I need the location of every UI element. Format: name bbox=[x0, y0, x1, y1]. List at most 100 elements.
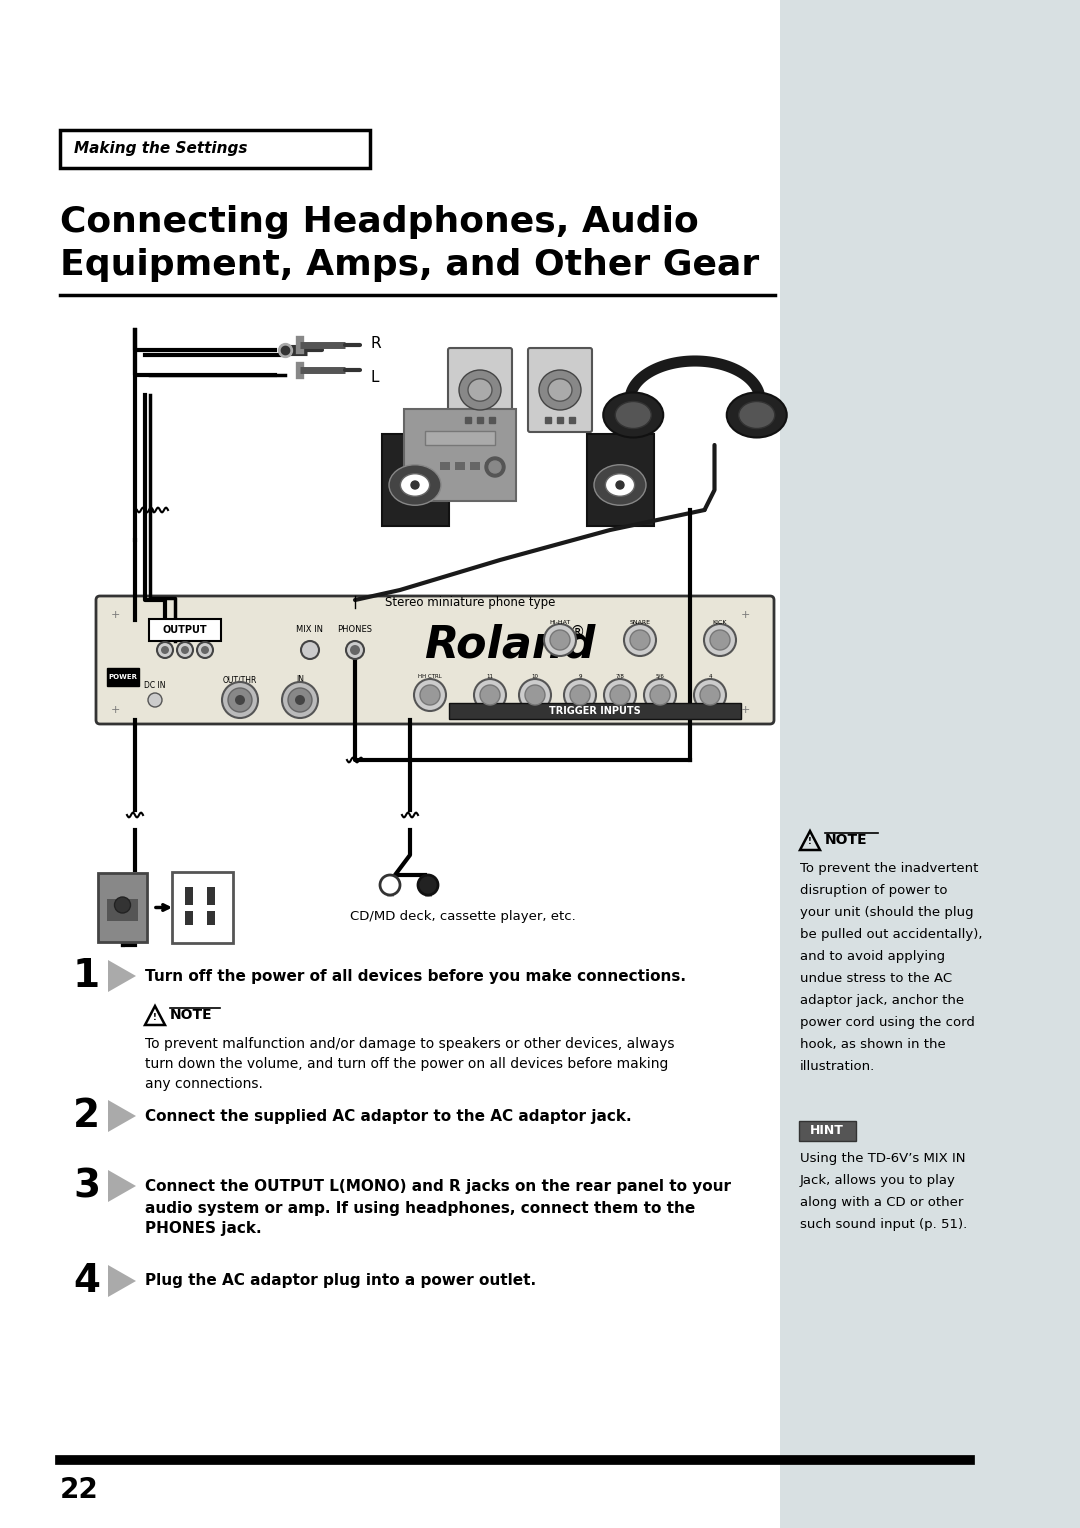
FancyBboxPatch shape bbox=[107, 898, 138, 921]
Ellipse shape bbox=[727, 393, 786, 437]
Circle shape bbox=[181, 646, 189, 654]
Text: hook, as shown in the: hook, as shown in the bbox=[800, 1038, 946, 1051]
Circle shape bbox=[282, 681, 318, 718]
Text: +: + bbox=[110, 704, 120, 715]
Text: such sound input (p. 51).: such sound input (p. 51). bbox=[800, 1218, 968, 1232]
Text: 5/6: 5/6 bbox=[656, 674, 664, 678]
Text: Turn off the power of all devices before you make connections.: Turn off the power of all devices before… bbox=[145, 969, 686, 984]
FancyBboxPatch shape bbox=[449, 703, 741, 720]
Text: turn down the volume, and turn off the power on all devices before making: turn down the volume, and turn off the p… bbox=[145, 1057, 669, 1071]
Text: HINT: HINT bbox=[810, 1125, 843, 1137]
Text: Connect the OUTPUT L(MONO) and R jacks on the rear panel to your: Connect the OUTPUT L(MONO) and R jacks o… bbox=[145, 1178, 731, 1193]
Circle shape bbox=[177, 642, 193, 659]
Circle shape bbox=[295, 695, 305, 704]
Circle shape bbox=[197, 642, 213, 659]
Text: 7/8: 7/8 bbox=[616, 674, 624, 678]
FancyBboxPatch shape bbox=[98, 872, 147, 941]
Text: Jack, allows you to play: Jack, allows you to play bbox=[800, 1174, 956, 1187]
Ellipse shape bbox=[616, 402, 651, 428]
Ellipse shape bbox=[389, 465, 441, 506]
Bar bbox=[485, 461, 495, 471]
Circle shape bbox=[485, 457, 505, 477]
Text: be pulled out accidentally),: be pulled out accidentally), bbox=[800, 927, 983, 941]
Circle shape bbox=[301, 642, 319, 659]
Bar bbox=[780, 0, 1080, 1528]
Ellipse shape bbox=[401, 474, 430, 497]
Bar bbox=[440, 461, 450, 471]
Text: DC IN: DC IN bbox=[145, 680, 165, 689]
Text: power cord using the cord: power cord using the cord bbox=[800, 1016, 975, 1028]
Bar bbox=[60, 130, 370, 168]
FancyBboxPatch shape bbox=[107, 668, 139, 686]
Text: 22: 22 bbox=[60, 1476, 98, 1504]
Circle shape bbox=[480, 685, 500, 704]
Circle shape bbox=[201, 646, 210, 654]
Text: and to avoid applying: and to avoid applying bbox=[800, 950, 945, 963]
Circle shape bbox=[564, 678, 596, 711]
Text: HI-HAT: HI-HAT bbox=[550, 619, 570, 625]
Text: NOTE: NOTE bbox=[170, 1008, 213, 1022]
Ellipse shape bbox=[548, 379, 572, 402]
Circle shape bbox=[704, 623, 735, 656]
Text: POWER: POWER bbox=[108, 674, 137, 680]
Text: +: + bbox=[740, 610, 750, 620]
Text: any connections.: any connections. bbox=[145, 1077, 262, 1091]
Text: +: + bbox=[740, 704, 750, 715]
Text: 11: 11 bbox=[486, 674, 494, 678]
Text: Plug the AC adaptor plug into a power outlet.: Plug the AC adaptor plug into a power ou… bbox=[145, 1273, 536, 1288]
FancyBboxPatch shape bbox=[799, 1122, 856, 1141]
Bar bbox=[470, 461, 480, 471]
Text: Stereo miniature phone type: Stereo miniature phone type bbox=[384, 596, 555, 610]
Bar bbox=[207, 886, 215, 905]
Text: Connect the supplied AC adaptor to the AC adaptor jack.: Connect the supplied AC adaptor to the A… bbox=[145, 1108, 632, 1123]
FancyBboxPatch shape bbox=[448, 348, 512, 432]
Text: To prevent the inadvertent: To prevent the inadvertent bbox=[800, 862, 978, 876]
Circle shape bbox=[228, 688, 252, 712]
Polygon shape bbox=[108, 1170, 136, 1203]
Text: OUTPUT: OUTPUT bbox=[163, 625, 207, 636]
Circle shape bbox=[604, 678, 636, 711]
Circle shape bbox=[550, 630, 570, 649]
Text: audio system or amp. If using headphones, connect them to the: audio system or amp. If using headphones… bbox=[145, 1201, 696, 1215]
Text: L: L bbox=[370, 370, 378, 385]
Text: illustration.: illustration. bbox=[800, 1060, 875, 1073]
Text: +: + bbox=[110, 610, 120, 620]
Ellipse shape bbox=[739, 402, 774, 428]
Ellipse shape bbox=[606, 474, 635, 497]
Circle shape bbox=[414, 678, 446, 711]
FancyBboxPatch shape bbox=[528, 348, 592, 432]
FancyBboxPatch shape bbox=[96, 596, 774, 724]
Text: To prevent malfunction and/or damage to speakers or other devices, always: To prevent malfunction and/or damage to … bbox=[145, 1038, 675, 1051]
Circle shape bbox=[700, 685, 720, 704]
Text: TRIGGER INPUTS: TRIGGER INPUTS bbox=[549, 706, 640, 717]
Circle shape bbox=[411, 481, 419, 489]
Circle shape bbox=[644, 678, 676, 711]
Circle shape bbox=[489, 461, 501, 474]
Circle shape bbox=[148, 694, 162, 707]
Polygon shape bbox=[108, 960, 136, 992]
Text: your unit (should the plug: your unit (should the plug bbox=[800, 906, 974, 918]
FancyBboxPatch shape bbox=[404, 410, 516, 501]
Bar bbox=[455, 461, 465, 471]
Circle shape bbox=[525, 685, 545, 704]
Text: NOTE: NOTE bbox=[825, 833, 867, 847]
Circle shape bbox=[616, 481, 624, 489]
Text: along with a CD or other: along with a CD or other bbox=[800, 1196, 963, 1209]
Text: Making the Settings: Making the Settings bbox=[75, 142, 247, 156]
Polygon shape bbox=[108, 1265, 136, 1297]
FancyBboxPatch shape bbox=[172, 872, 233, 943]
Text: 4: 4 bbox=[708, 674, 712, 678]
Text: OUT/THR: OUT/THR bbox=[222, 675, 257, 685]
Text: Using the TD-6V’s MIX IN: Using the TD-6V’s MIX IN bbox=[800, 1152, 966, 1164]
Text: 9: 9 bbox=[578, 674, 582, 678]
Circle shape bbox=[346, 642, 364, 659]
Text: Roland: Roland bbox=[424, 623, 596, 666]
Circle shape bbox=[161, 646, 168, 654]
FancyBboxPatch shape bbox=[586, 434, 653, 526]
Bar bbox=[207, 911, 215, 924]
Ellipse shape bbox=[604, 393, 663, 437]
Circle shape bbox=[650, 685, 670, 704]
Circle shape bbox=[610, 685, 630, 704]
Circle shape bbox=[114, 897, 131, 914]
Text: CD/MD deck, cassette player, etc.: CD/MD deck, cassette player, etc. bbox=[350, 911, 576, 923]
